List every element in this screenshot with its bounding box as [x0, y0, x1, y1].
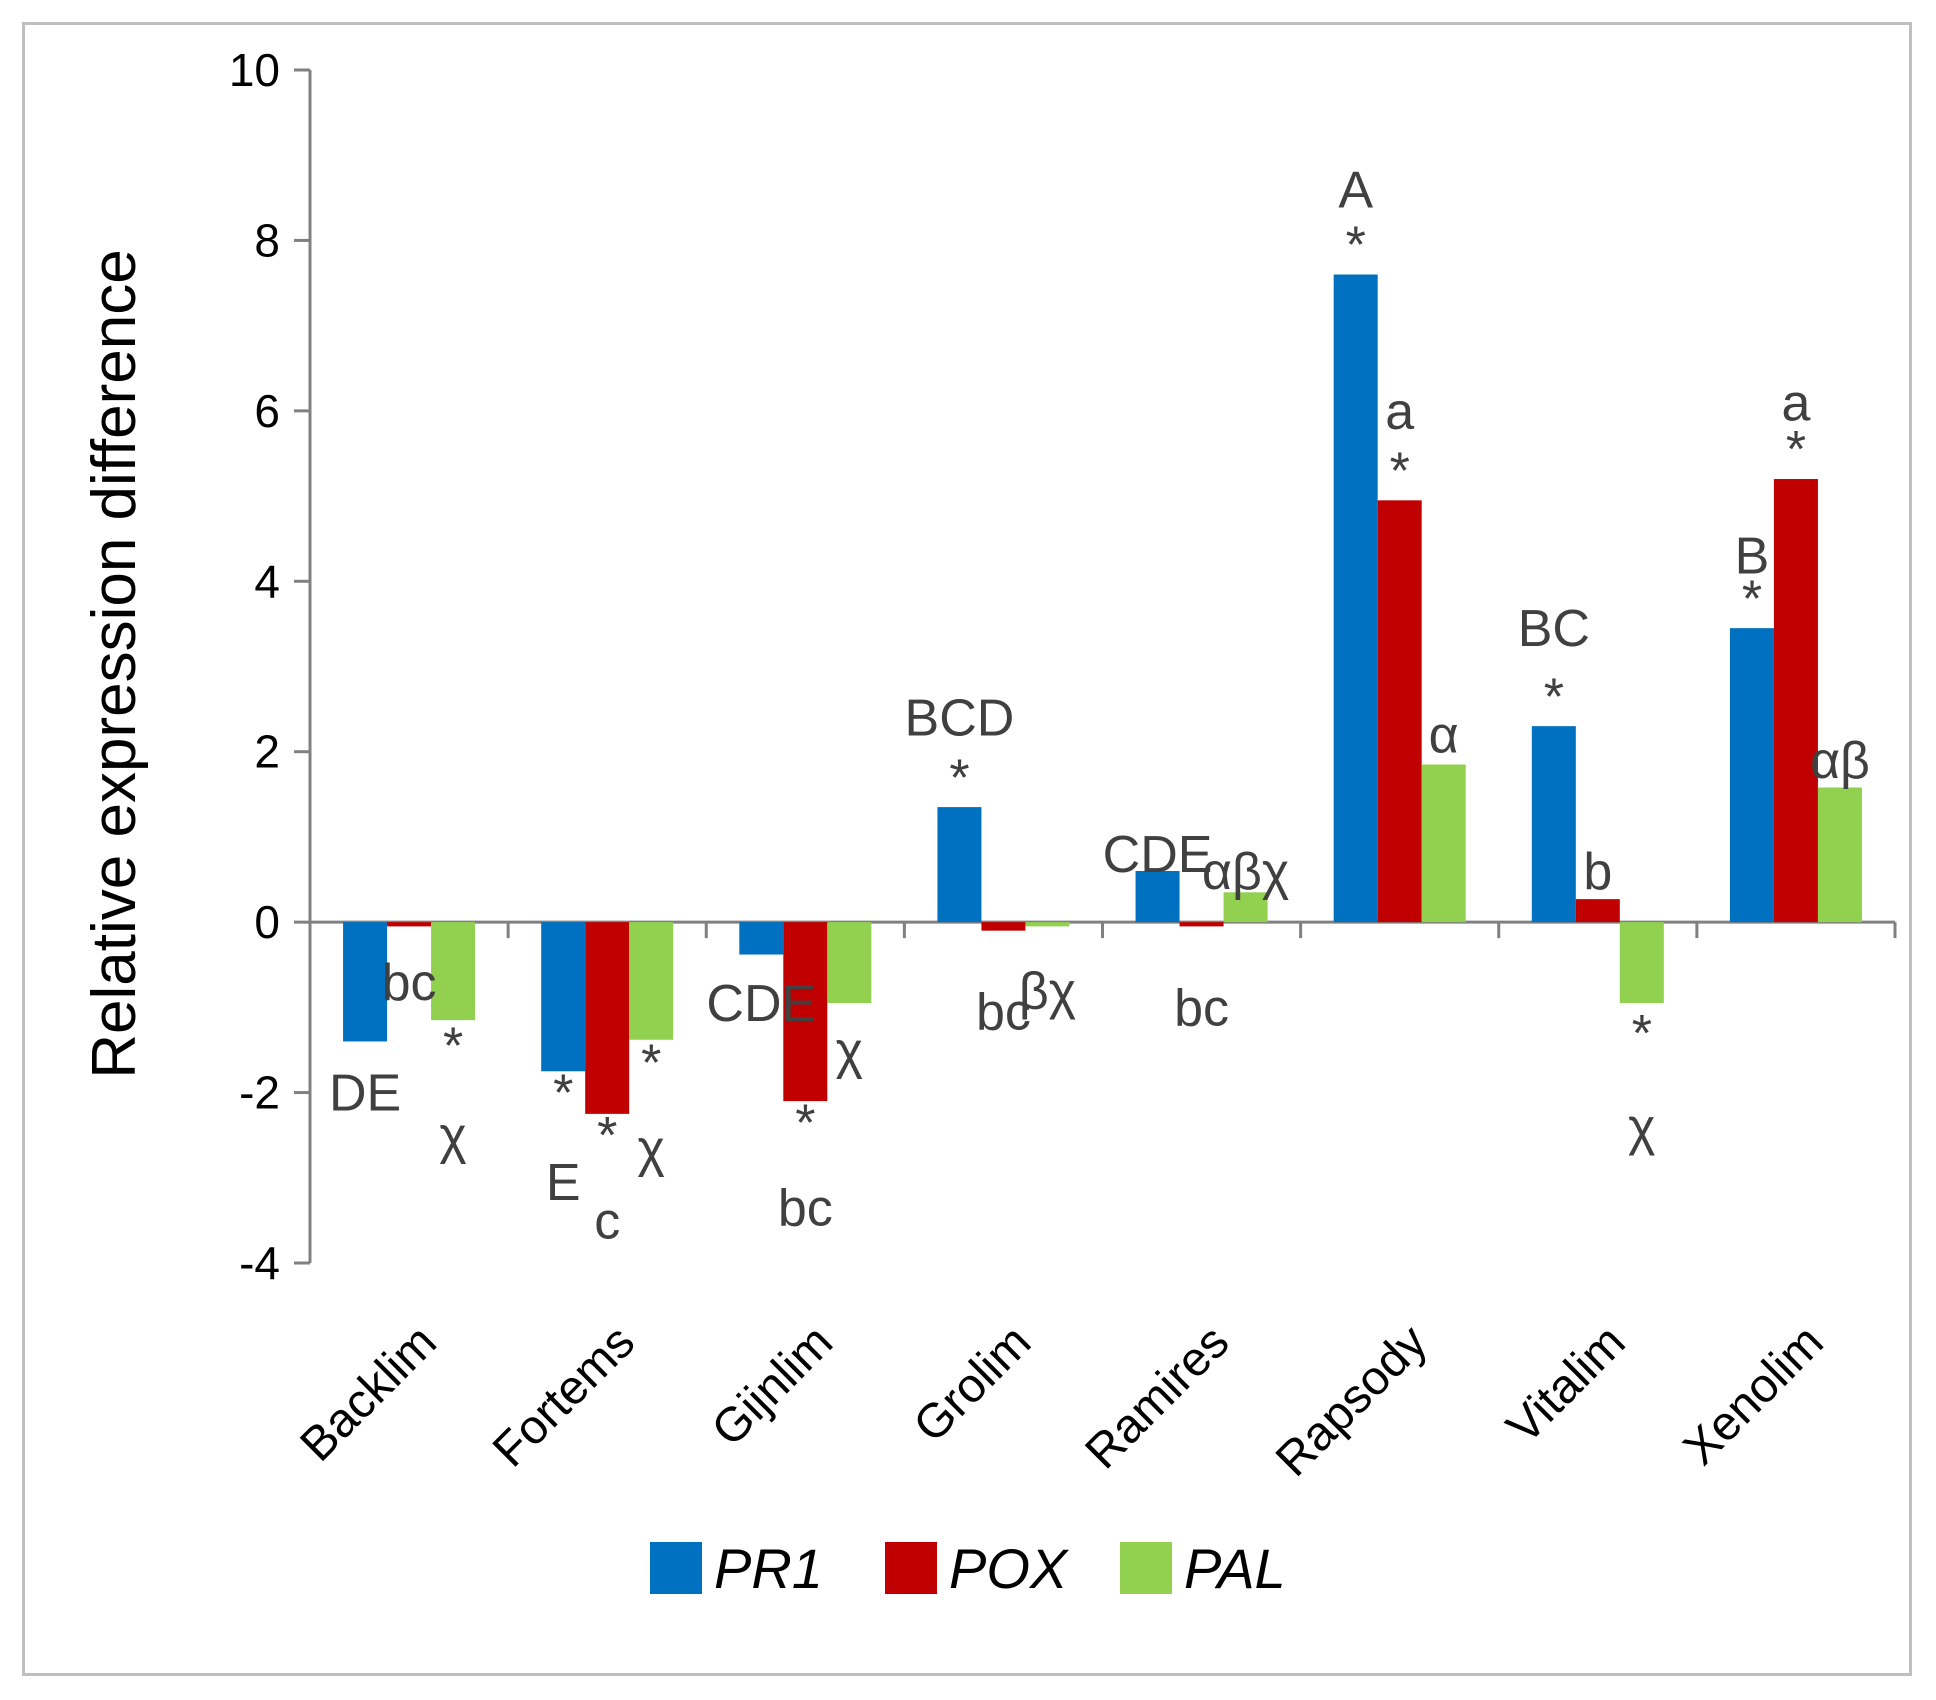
significance-label: *: [553, 1065, 573, 1123]
significance-label: *: [1786, 421, 1806, 479]
category-label: Gijnlim: [702, 1315, 843, 1456]
significance-label: *: [641, 1035, 661, 1093]
bar-pox: [1575, 899, 1620, 923]
significance-label: bc: [1174, 979, 1229, 1037]
legend-label-pal: PAL: [1184, 1537, 1286, 1600]
significance-label: βχ: [1019, 962, 1076, 1020]
bar-pox: [1773, 479, 1818, 923]
significance-label: χ: [836, 1022, 863, 1080]
bar-pr1: [541, 922, 586, 1072]
bar-pr1: [1135, 871, 1180, 923]
category-label: Backlim: [291, 1315, 447, 1471]
significance-label: a: [1385, 383, 1414, 441]
significance-label: χ: [1628, 1099, 1655, 1157]
legend-swatch-pr1: [650, 1542, 702, 1594]
significance-label: b: [1583, 843, 1612, 901]
significance-label: bc: [778, 1180, 833, 1238]
significance-label: χ: [439, 1107, 466, 1165]
bar-pox: [585, 922, 630, 1114]
significance-label: DE: [329, 1065, 401, 1123]
bar-pal: [431, 922, 476, 1021]
bar-pal: [1223, 892, 1268, 923]
bar-pr1: [1531, 726, 1576, 923]
significance-label: *: [1390, 443, 1410, 501]
significance-label: αβ: [1810, 732, 1870, 790]
significance-label: A: [1338, 161, 1373, 219]
bar-pox: [387, 922, 432, 927]
y-axis-title: Relative expression difference: [80, 249, 149, 1078]
y-tick-label: 6: [254, 385, 280, 437]
category-label: Fortems: [483, 1315, 645, 1477]
legend: PR1 POX PAL: [650, 1537, 1286, 1600]
legend-label-pox: POX: [949, 1537, 1070, 1600]
category-label: Vitalim: [1497, 1315, 1636, 1454]
significance-label: *: [795, 1094, 815, 1152]
significance-label: bc: [382, 954, 437, 1012]
significance-label: χ: [638, 1120, 665, 1178]
significance-label: *: [949, 749, 969, 807]
y-axis: 10 8 6 4 2 0 -2 -4: [229, 44, 312, 1289]
x-axis: Backlim Fortems Gijnlim Grolim Ramires Rapsod…: [291, 920, 1897, 1487]
significance-label: E: [546, 1154, 581, 1212]
bar-pr1: [739, 922, 784, 955]
significance-label: αβχ: [1202, 843, 1289, 901]
category-label: Grolim: [904, 1315, 1041, 1452]
bar-pal: [827, 922, 872, 1004]
y-tick-label: 2: [254, 726, 280, 778]
significance-label: *: [1632, 1005, 1652, 1063]
bar-pox: [783, 922, 828, 1102]
bar-pox: [1377, 500, 1422, 923]
y-tick-label: 10: [229, 44, 280, 96]
bar-pr1: [937, 807, 982, 923]
significance-label: CDE: [1103, 826, 1213, 884]
y-tick-label: 4: [254, 555, 280, 607]
bar-pal: [1025, 922, 1070, 927]
bar-pal: [1619, 922, 1664, 1004]
significance-label: *: [443, 1018, 463, 1076]
significance-label: BC: [1518, 600, 1590, 658]
significance-label: a: [1781, 374, 1810, 432]
annotations: DEbc*χ*E*c*χCDE*bcχ*BCDbcβχCDEbcαβχ*A*aα…: [329, 161, 1870, 1250]
category-label: Rapsody: [1266, 1315, 1437, 1486]
significance-label: CDE: [706, 975, 816, 1033]
bar-pr1: [1333, 274, 1378, 923]
bar-pal: [1421, 764, 1466, 923]
bar-pal: [629, 922, 674, 1040]
bar-pr1: [1729, 628, 1774, 923]
legend-swatch-pox: [885, 1542, 937, 1594]
significance-label: *: [1544, 668, 1564, 726]
legend-label-pr1: PR1: [714, 1537, 823, 1600]
significance-label: *: [1346, 217, 1366, 275]
category-label: Ramires: [1076, 1315, 1240, 1479]
y-tick-label: -4: [239, 1237, 280, 1289]
bar-pr1: [343, 922, 388, 1042]
bar-pal: [1817, 787, 1862, 923]
significance-label: bc: [976, 984, 1031, 1042]
significance-label: BCD: [905, 690, 1015, 748]
category-label: Xenolim: [1674, 1315, 1834, 1475]
significance-label: *: [597, 1107, 617, 1165]
bar-pox: [981, 922, 1026, 931]
y-tick-label: 0: [254, 896, 280, 948]
legend-swatch-pal: [1120, 1542, 1172, 1594]
significance-label: c: [594, 1192, 620, 1250]
significance-label: *: [1742, 570, 1762, 628]
bar-pox: [1179, 922, 1224, 927]
y-tick-label: 8: [254, 214, 280, 266]
bars: [343, 274, 1862, 1114]
significance-label: α: [1429, 707, 1459, 765]
significance-label: B: [1735, 528, 1770, 586]
y-tick-label: -2: [239, 1067, 280, 1119]
